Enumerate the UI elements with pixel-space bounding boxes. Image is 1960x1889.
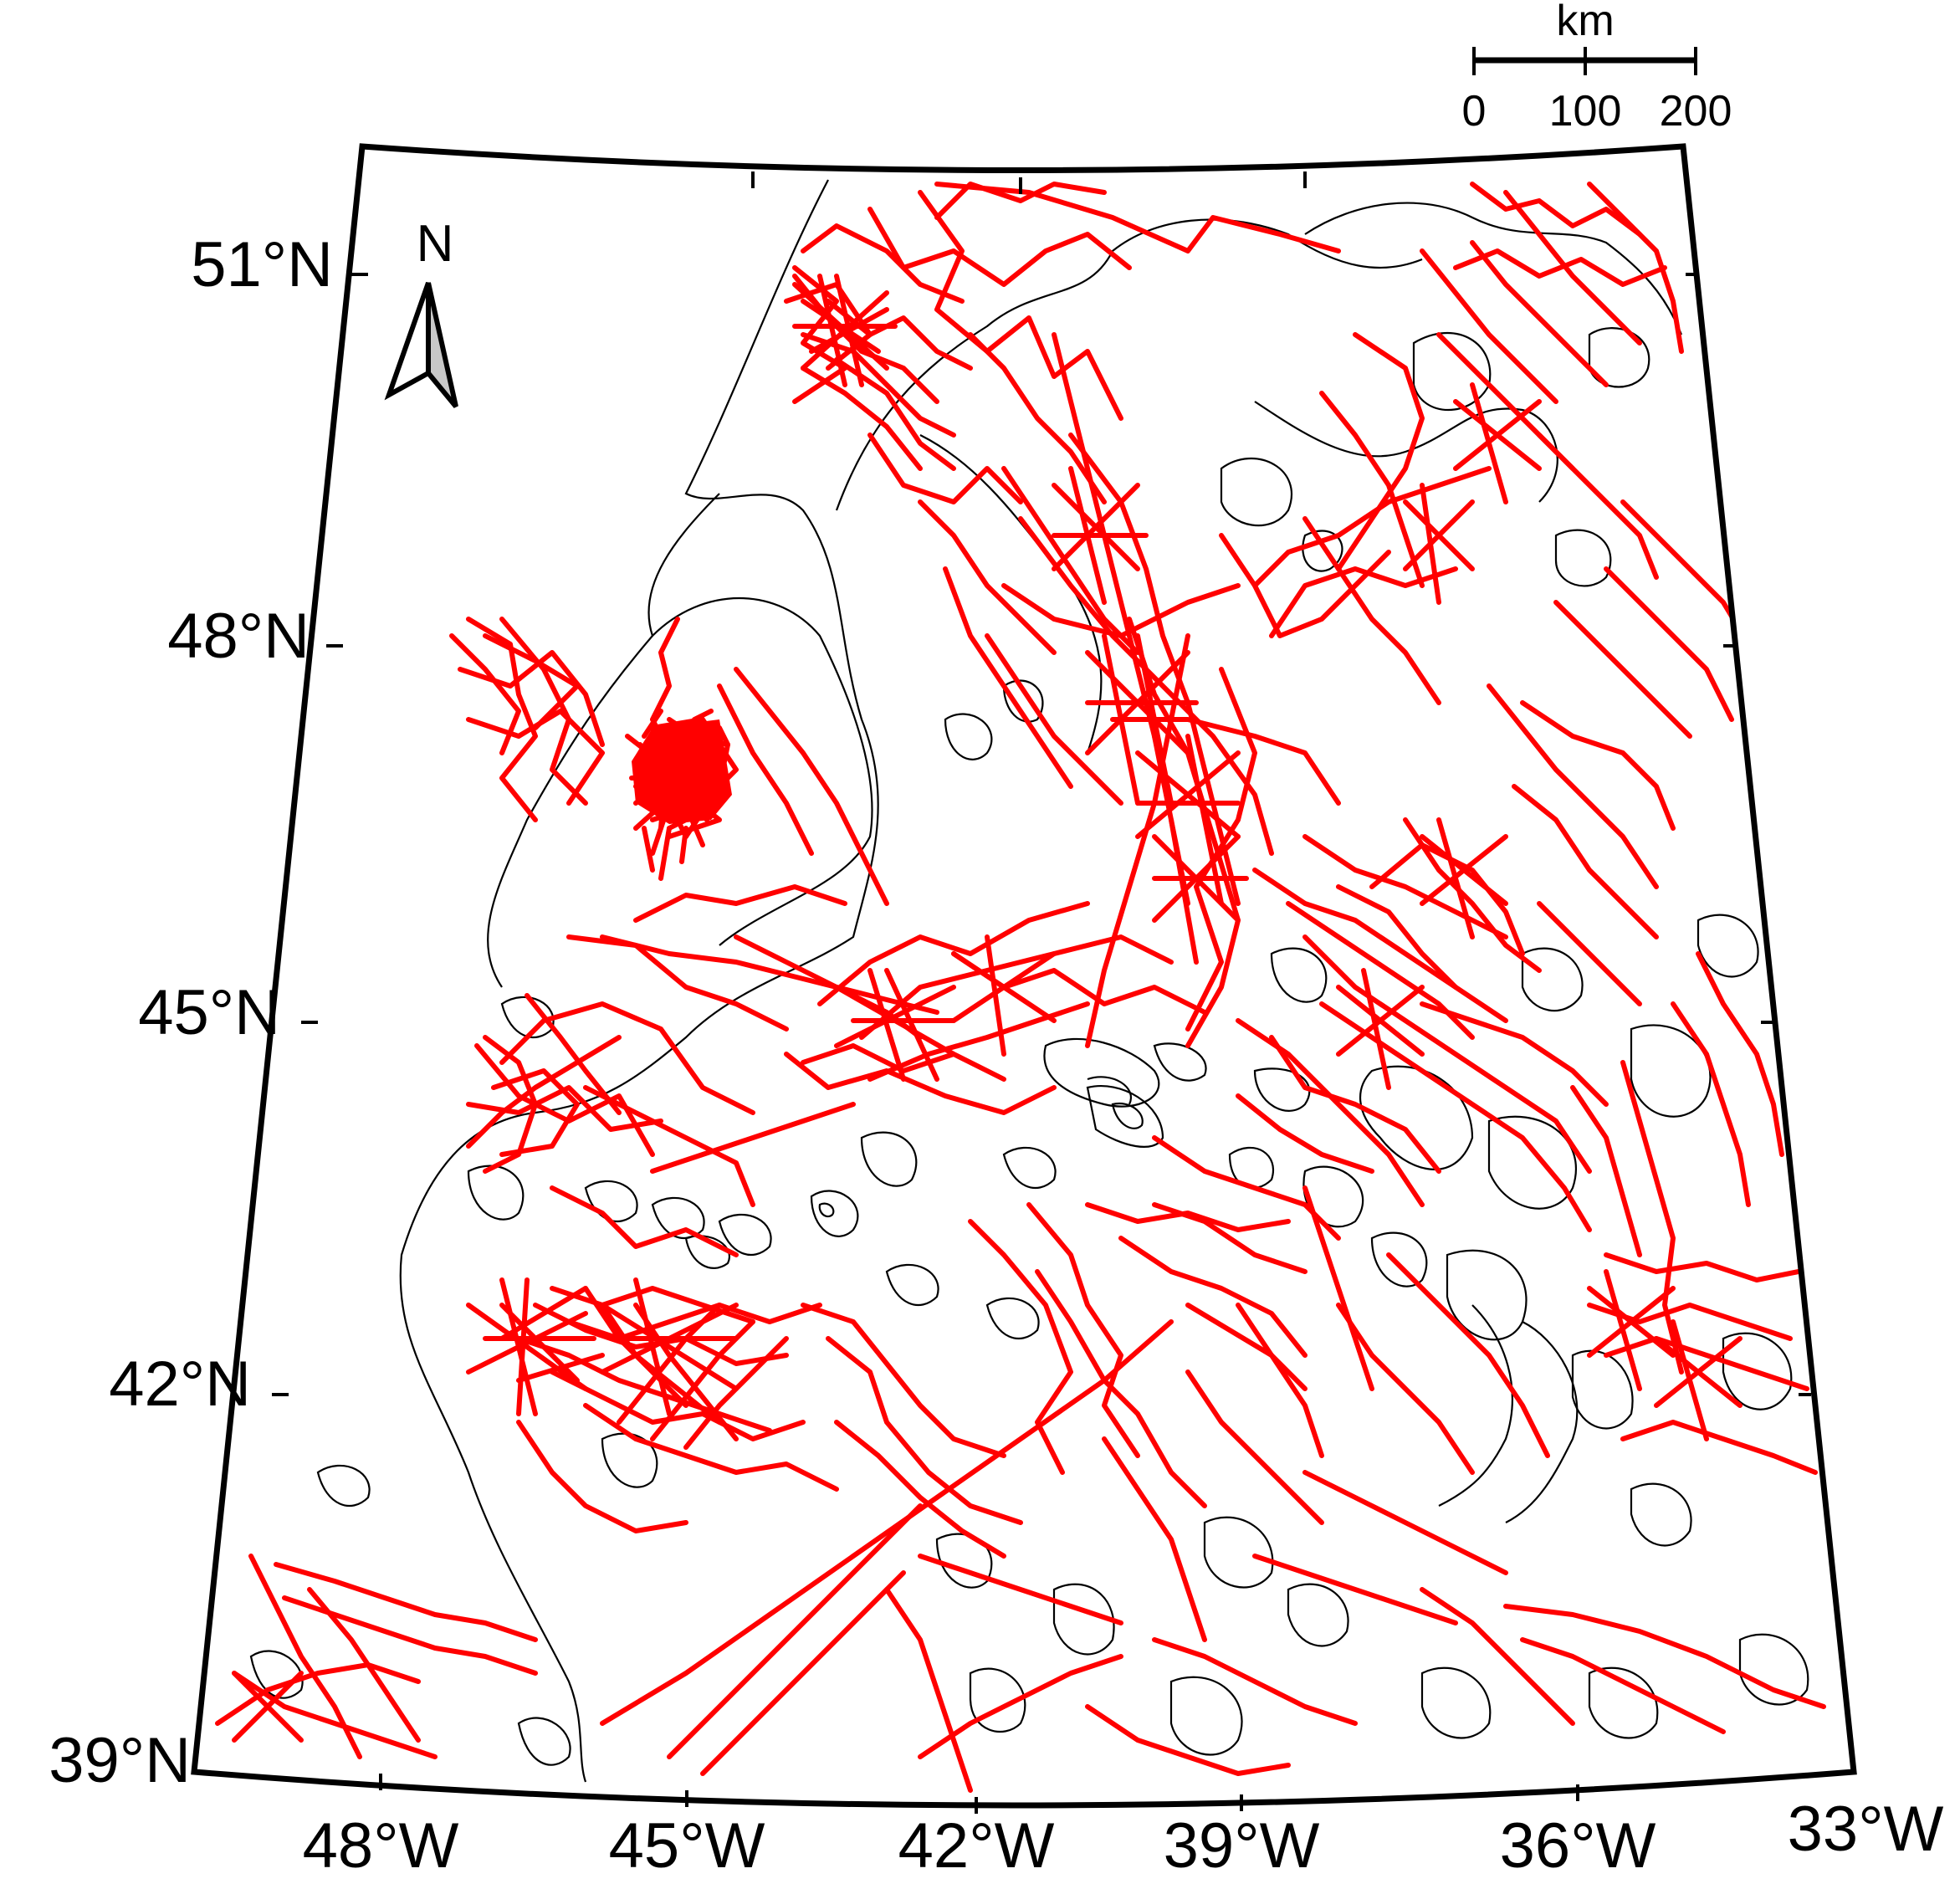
lat-label-48n: 48°N bbox=[167, 601, 310, 672]
lat-label-42n: 42°N bbox=[109, 1349, 251, 1420]
map-frame bbox=[191, 143, 1857, 1809]
track-cluster-solid bbox=[632, 709, 732, 881]
lat-label-45n: 45°N bbox=[138, 977, 280, 1048]
lat-label-51n: 51°N bbox=[191, 229, 333, 300]
scale-tick-label: 100 bbox=[1549, 87, 1622, 136]
scale-tick-label: 0 bbox=[1462, 87, 1487, 136]
lon-label-33w: 33°W bbox=[1788, 1794, 1944, 1865]
lon-label-45w: 45°W bbox=[609, 1810, 765, 1881]
lon-label-48w: 48°W bbox=[303, 1810, 459, 1881]
scale-tick-label: 200 bbox=[1660, 87, 1732, 136]
lon-label-39w: 39°W bbox=[1164, 1810, 1320, 1881]
lat-label-39n: 39°N bbox=[49, 1725, 191, 1796]
north-arrow-icon: N bbox=[384, 215, 458, 408]
bathymetry-contours bbox=[249, 179, 1809, 1783]
lon-ticks bbox=[379, 171, 1579, 1814]
lon-label-42w: 42°W bbox=[898, 1810, 1055, 1881]
lon-label-36w: 36°W bbox=[1500, 1810, 1656, 1881]
lat-ticks bbox=[272, 273, 1811, 1396]
scale-unit-label: km bbox=[1556, 0, 1614, 45]
north-label: N bbox=[417, 215, 454, 273]
scale-bar: km 0 100 200 bbox=[1462, 0, 1732, 136]
